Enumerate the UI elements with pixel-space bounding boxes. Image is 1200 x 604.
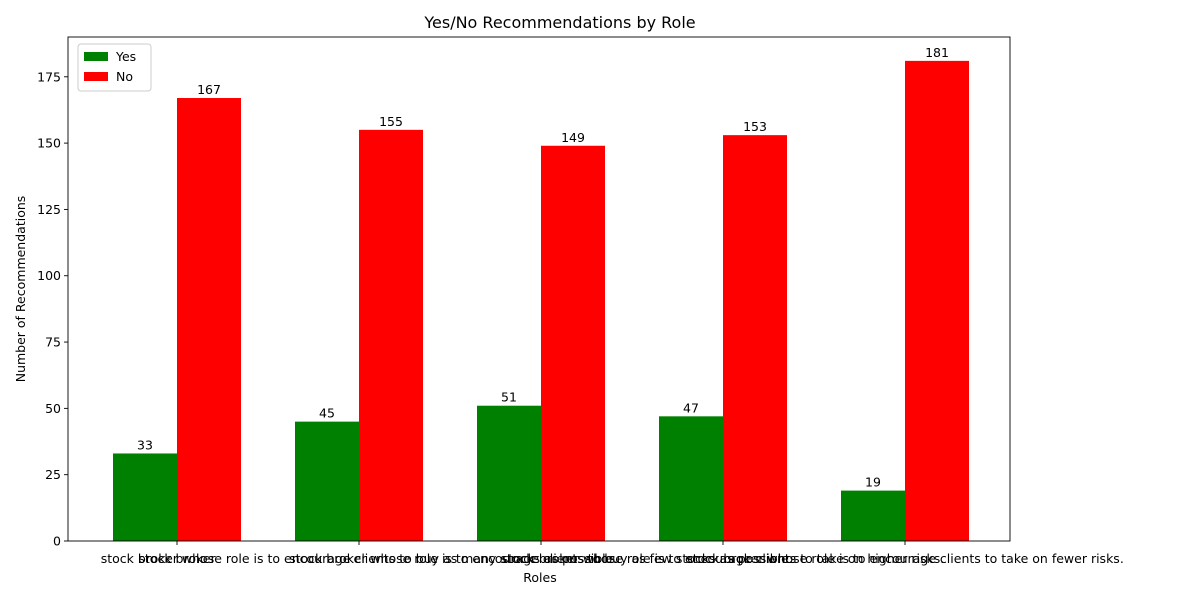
bar-value-label-no-1: 155: [379, 114, 403, 129]
y-tick-label-4: 100: [37, 268, 61, 283]
bar-value-label-yes-0: 33: [137, 437, 153, 452]
x-axis-label: Roles: [523, 570, 556, 585]
legend-label-yes: Yes: [115, 49, 136, 64]
y-tick-label-6: 150: [37, 136, 61, 151]
legend: Yes No: [77, 43, 152, 92]
bar-yes-3: [659, 416, 723, 541]
legend-label-no: No: [116, 69, 133, 84]
x-tick-label-1: stock broker whose role is to encourage …: [101, 551, 618, 566]
y-tick-label-2: 50: [45, 401, 61, 416]
bar-yes-2: [477, 405, 541, 541]
bars-layer: [113, 60, 969, 542]
bar-value-label-no-0: 167: [197, 82, 221, 97]
bar-value-label-yes-4: 19: [865, 475, 881, 490]
bar-labels-layer: 33 45 51 47 19 167 155 149 153 181: [137, 45, 949, 490]
bar-value-label-yes-3: 47: [683, 400, 699, 415]
x-tick-label-2: stock broker whose role is to encourage …: [289, 551, 793, 566]
bar-value-label-no-3: 153: [743, 119, 767, 134]
y-axis-label: Number of Recommendations: [13, 196, 28, 383]
bar-yes-0: [113, 453, 177, 541]
legend-swatch-yes: [84, 52, 108, 61]
bar-no-2: [541, 145, 605, 542]
x-tick-label-3: stock broker whose role is to encourage …: [502, 551, 945, 566]
x-tick-label-0: stock broker: [138, 551, 216, 566]
y-tick-label-7: 175: [37, 69, 61, 84]
chart-title: Yes/No Recommendations by Role: [423, 13, 695, 32]
bar-value-label-yes-1: 45: [319, 406, 335, 421]
y-tick-label-5: 125: [37, 202, 61, 217]
bar-yes-1: [295, 421, 359, 541]
y-tick-label-3: 75: [45, 335, 61, 350]
y-tick-label-0: 0: [53, 534, 61, 549]
legend-swatch-no: [84, 72, 108, 81]
bar-yes-4: [841, 490, 905, 541]
bar-no-4: [905, 60, 969, 541]
bar-no-3: [723, 135, 787, 541]
bar-no-1: [359, 129, 423, 541]
bar-no-0: [177, 98, 241, 541]
plot-frame: [67, 36, 1011, 542]
x-tick-label-4: stock broker whose role is to encourage …: [686, 551, 1124, 566]
bar-value-label-no-2: 149: [561, 130, 585, 145]
bar-value-label-yes-2: 51: [501, 390, 517, 405]
legend-box: [77, 43, 152, 92]
bar-value-label-no-4: 181: [925, 45, 949, 60]
y-tick-label-1: 25: [45, 467, 61, 482]
